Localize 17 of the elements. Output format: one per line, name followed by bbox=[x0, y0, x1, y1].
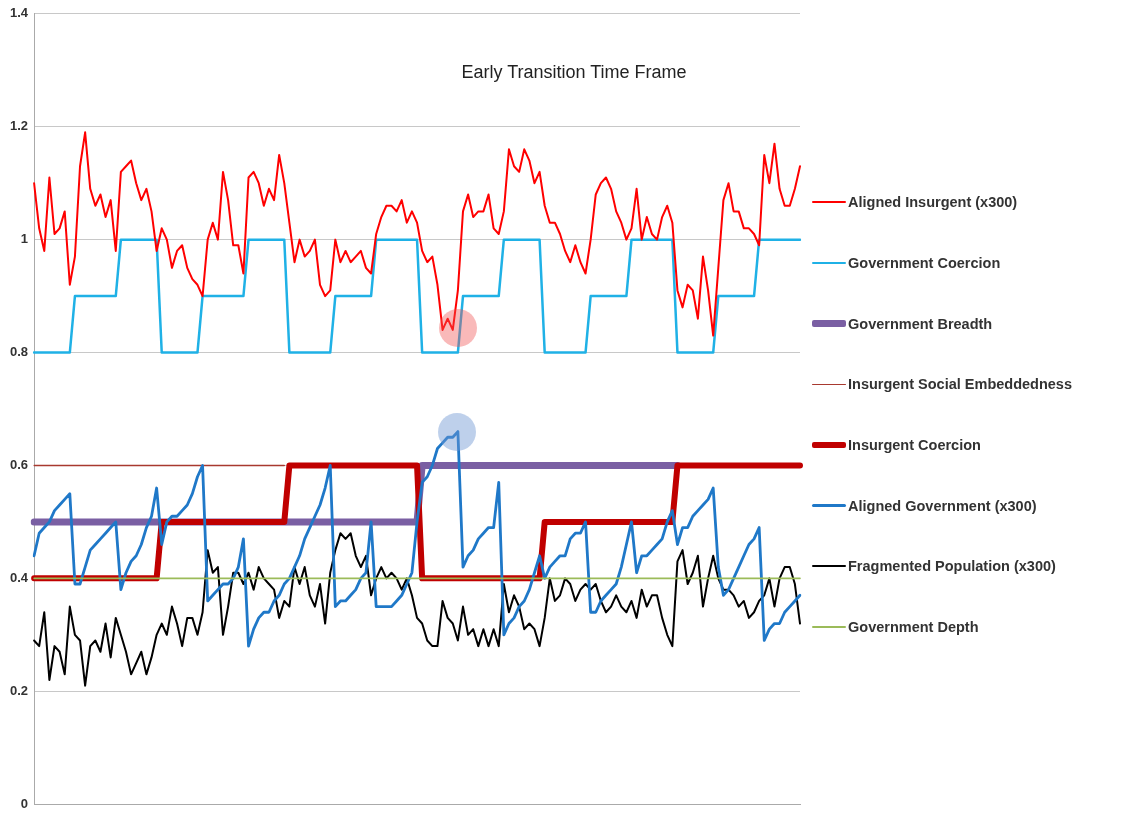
y-tick-label: 0 bbox=[20, 795, 29, 811]
y-tick-label: 1 bbox=[20, 231, 29, 247]
legend-label: Aligned Insurgent (x300) bbox=[848, 194, 1018, 211]
legend-label: Fragmented Population (x300) bbox=[848, 558, 1056, 575]
legend-label: Government Coercion bbox=[848, 255, 1001, 272]
y-tick-label: 1.2 bbox=[9, 118, 29, 134]
legend-label: Insurgent Social Embeddedness bbox=[848, 376, 1072, 393]
legend-label: Insurgent Coercion bbox=[848, 437, 981, 454]
legend-label: Government Depth bbox=[848, 619, 979, 636]
legend-label: Government Breadth bbox=[848, 315, 993, 332]
y-tick-label: 0.6 bbox=[9, 457, 29, 473]
y-tick-label: 0.8 bbox=[9, 344, 29, 360]
y-tick-label: 1.4 bbox=[9, 5, 29, 21]
text: Early Transition Time Frame bbox=[461, 61, 687, 82]
legend-label: Aligned Government (x300) bbox=[848, 497, 1037, 514]
y-tick-label: 0.2 bbox=[9, 682, 29, 698]
y-tick-label: 0.4 bbox=[9, 569, 29, 585]
